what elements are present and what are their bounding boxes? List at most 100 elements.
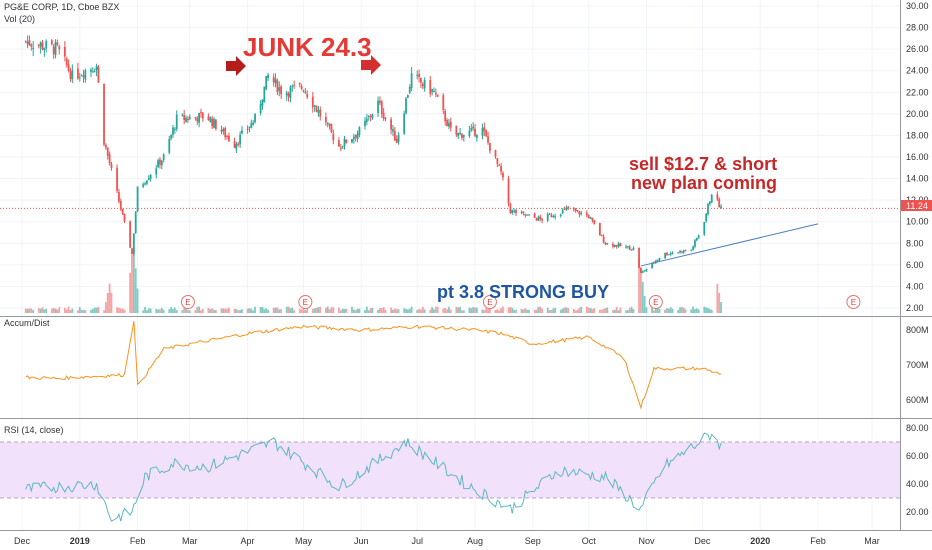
candle-body: [667, 254, 670, 256]
volume-bar: [356, 308, 359, 313]
candle-body: [50, 40, 53, 45]
volume-bar: [442, 308, 445, 313]
volume-bar: [576, 309, 579, 313]
volume-bar: [429, 309, 432, 313]
volume-bar: [104, 302, 107, 313]
candle-body: [431, 89, 434, 92]
volume-bar: [681, 306, 683, 313]
candle-body: [194, 117, 197, 119]
candle-body: [651, 262, 653, 269]
candle-body: [45, 40, 48, 49]
candle-body: [554, 215, 557, 217]
candle-body: [354, 134, 357, 138]
earnings-marker[interactable]: E: [648, 295, 663, 309]
candle-body: [470, 128, 473, 131]
volume-label: Vol (20): [4, 14, 35, 24]
candle-body: [338, 140, 340, 147]
volume-bar: [694, 309, 696, 313]
candle-body: [315, 105, 318, 112]
price-tick-label: 2.00: [906, 303, 924, 313]
candle-body: [118, 191, 120, 202]
volume-bar: [602, 308, 605, 313]
candle-body: [459, 132, 461, 135]
earnings-marker[interactable]: E: [298, 295, 313, 309]
candle-body: [472, 126, 475, 129]
candle-body: [267, 74, 269, 79]
volume-bar: [69, 310, 72, 313]
candle-body: [591, 217, 594, 221]
volume-bar: [481, 309, 484, 313]
x-tick-label: Apr: [241, 536, 255, 546]
volume-bar: [110, 292, 113, 313]
candle-body: [604, 242, 607, 245]
volume-bar: [475, 307, 478, 313]
accum-dist-label: Accum/Dist: [4, 318, 50, 328]
candle-body: [149, 174, 152, 179]
candle-body: [522, 211, 525, 213]
volume-bar: [552, 308, 555, 313]
x-tick-label: Aug: [467, 536, 483, 546]
candle-body: [265, 76, 268, 89]
volume-bar: [669, 307, 672, 313]
candle-body: [106, 147, 109, 156]
candle-body: [546, 214, 549, 221]
volume-bar: [317, 306, 320, 313]
earnings-marker[interactable]: E: [482, 295, 497, 309]
candle-body: [131, 248, 133, 255]
volume-bar: [313, 308, 316, 313]
candle-body: [364, 120, 366, 127]
candle-body: [147, 178, 150, 181]
volume-bar: [421, 306, 424, 313]
volume-bar: [406, 309, 409, 313]
candle-body: [550, 215, 553, 218]
candle-body: [511, 210, 514, 213]
volume-bar: [444, 308, 447, 313]
volume-bar: [41, 307, 44, 313]
candle-body: [664, 252, 667, 259]
candle-body: [681, 251, 683, 253]
candle-body: [561, 209, 564, 214]
volume-bar: [496, 309, 499, 313]
volume-bar: [116, 307, 118, 313]
candle-body: [24, 41, 27, 43]
volume-bar: [703, 306, 706, 313]
volume-bar: [367, 310, 370, 313]
volume-bar: [653, 310, 655, 313]
earnings-marker[interactable]: E: [180, 295, 195, 309]
volume-bar: [537, 306, 540, 313]
volume-bar: [494, 309, 497, 313]
candle-body: [93, 71, 96, 73]
x-tick-label: 2019: [70, 536, 90, 546]
candle-body: [585, 212, 588, 216]
volume-bar: [645, 307, 648, 313]
volume-bar: [159, 309, 161, 313]
candle-body: [328, 123, 331, 126]
volume-bar: [408, 308, 411, 313]
candle-body: [406, 95, 409, 98]
candle-body: [692, 246, 695, 250]
candle-body: [598, 223, 601, 236]
volume-bar: [572, 309, 575, 313]
volume-bar: [97, 306, 100, 313]
candle-body: [276, 80, 279, 93]
candle-body: [287, 93, 290, 97]
volume-bar: [434, 306, 437, 313]
candle-body: [123, 213, 126, 222]
price-tick-label: 28.00: [906, 23, 929, 33]
candle-body: [392, 129, 394, 132]
earnings-marker[interactable]: E: [846, 295, 861, 309]
volume-bar: [630, 306, 633, 313]
volume-bar: [188, 310, 191, 313]
volume-bar: [567, 307, 570, 313]
chart-grid: [0, 0, 900, 530]
volume-bar: [684, 309, 687, 313]
candle-body: [211, 118, 214, 127]
volume-bar: [214, 310, 217, 313]
volume-bar: [535, 309, 538, 313]
volume-bar: [157, 309, 159, 313]
support-trendline[interactable]: [640, 223, 819, 267]
candle-body: [539, 216, 542, 220]
volume-bar: [461, 310, 463, 313]
candle-body: [429, 79, 432, 94]
